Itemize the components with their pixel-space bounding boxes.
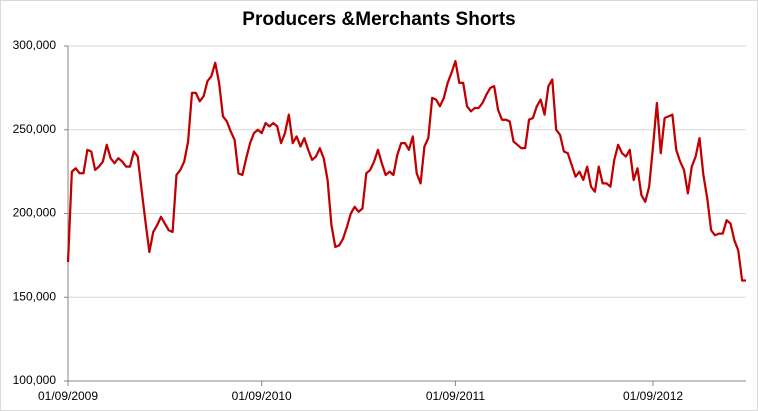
y-tick-label: 200,000 [13,206,57,220]
y-tick-label: 250,000 [13,122,57,136]
y-tick-label: 150,000 [13,289,57,303]
y-tick-label: 100,000 [13,373,57,387]
y-tick-label: 300,000 [13,38,57,52]
data-line [66,59,746,282]
x-tick-label: 01/09/2009 [38,389,98,403]
x-tick-label: 01/09/2012 [623,389,683,403]
x-tick-label: 01/09/2010 [232,389,292,403]
x-tick-label: 01/09/2011 [426,389,485,403]
chart-title: Producers &Merchants Shorts [242,9,515,30]
